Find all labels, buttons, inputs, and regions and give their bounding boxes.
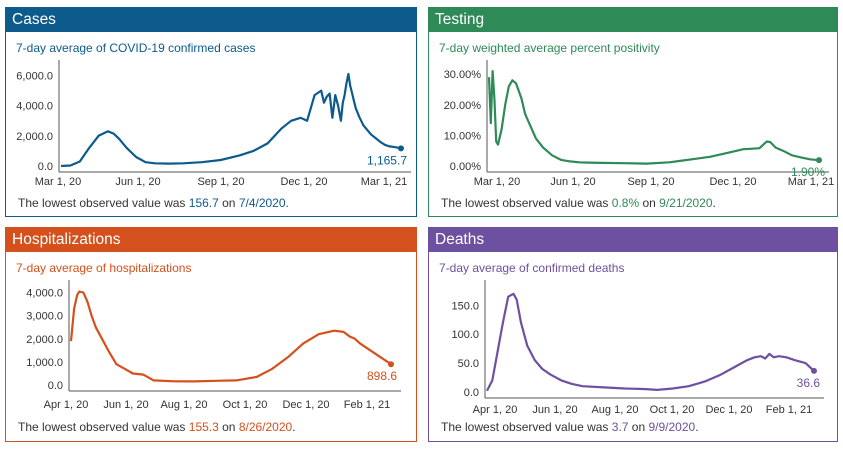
lowest-value: 0.8% [611, 196, 640, 210]
x-tick-label: Dec 1, 20 [280, 176, 327, 188]
y-tick-label: 4,000.0 [16, 101, 53, 113]
x-tick-label: Mar 1, 21 [788, 176, 834, 188]
x-tick-label: Dec 1, 20 [705, 404, 752, 416]
x-tick-label: Feb 1, 21 [766, 404, 812, 416]
last-point-marker [811, 367, 817, 374]
panel-title: Deaths [429, 228, 837, 252]
deaths-chart: 0.0 50.0 100.0 150.0 Apr 1, 20 Jun 1, 20 Aug 1… [451, 280, 824, 416]
lowest-date: 7/4/2020 [238, 196, 286, 210]
y-tick-label: 30.00% [444, 69, 482, 81]
series-line [487, 69, 820, 165]
x-tick-label: Oct 1, 20 [223, 399, 268, 411]
series-line [69, 290, 392, 383]
cases-chart: 0.0 2,000.0 4,000.0 6,000.0 Mar 1, 20 Jun 1, … [16, 60, 411, 188]
series-line [486, 292, 815, 392]
lowest-date: 9/21/2020 [659, 196, 713, 210]
x-tick-label: Dec 1, 20 [282, 399, 329, 411]
x-tick-label: Aug 1, 20 [591, 404, 638, 416]
lowest-date: 9/9/2020 [648, 420, 696, 434]
lowest-value-note: The lowest observed value was 156.7 on 7… [18, 196, 289, 210]
y-tick-label: 2,000.0 [16, 131, 53, 143]
x-tick-label: Feb 1, 21 [344, 399, 390, 411]
x-tick-label: Apr 1, 20 [44, 399, 89, 411]
x-tick-label: Jun 1, 20 [532, 404, 577, 416]
x-tick-label: Aug 1, 20 [160, 399, 207, 411]
y-tick-label: 6,000.0 [16, 71, 53, 83]
cases-panel: Cases 7-day average of COVID-19 confirme… [5, 7, 417, 217]
x-tick-label: Apr 1, 20 [473, 404, 518, 416]
last-value-label: 1.90% [791, 165, 825, 179]
y-tick-label: 3,000.0 [26, 311, 63, 323]
last-point-marker [816, 157, 822, 164]
y-tick-label: 2,000.0 [26, 334, 63, 346]
y-tick-label: 50.0 [458, 358, 479, 370]
lowest-date: 8/26/2020 [238, 420, 293, 434]
hospitalizations-chart: 0.0 1,000.0 2,000.0 3,000.0 4,000.0 Apr 1, 20… [26, 280, 401, 411]
y-tick-label: 0.00% [450, 161, 481, 173]
x-tick-label: Sep 1, 20 [197, 176, 244, 188]
panel-title: Testing [429, 8, 837, 32]
testing-panel: Testing 7-day weighted average percent p… [428, 7, 838, 217]
y-tick-label: 1,000.0 [26, 357, 63, 369]
last-value-label: 898.6 [367, 369, 397, 383]
x-tick-label: Dec 1, 20 [709, 176, 756, 188]
y-tick-label: 0.0 [464, 387, 479, 399]
y-tick-label: 0.0 [38, 161, 53, 173]
lowest-value-note: The lowest observed value was 0.8% on 9/… [441, 196, 716, 210]
y-tick-label: 10.00% [444, 130, 482, 142]
testing-chart: 0.00% 10.00% 20.00% 30.00% Mar 1, 20 Jun 1, 2… [444, 60, 834, 188]
y-tick-label: 100.0 [451, 329, 479, 341]
panel-subtitle: 7-day average of COVID-19 confirmed case… [16, 41, 256, 55]
hospitalizations-panel: Hospitalizations 7-day average of hospit… [5, 227, 417, 442]
x-tick-label: Mar 1, 20 [474, 176, 520, 188]
last-point-marker [398, 145, 404, 152]
lowest-value: 3.7 [611, 420, 629, 434]
x-tick-label: Mar 1, 21 [361, 176, 407, 188]
lowest-value: 156.7 [188, 196, 219, 210]
y-tick-label: 4,000.0 [26, 288, 63, 300]
panel-title: Hospitalizations [6, 228, 416, 252]
deaths-panel: Deaths 7-day average of confirmed deaths… [428, 227, 838, 442]
x-tick-label: Mar 1, 20 [35, 176, 81, 188]
y-tick-label: 20.00% [444, 100, 482, 112]
x-tick-label: Oct 1, 20 [650, 404, 695, 416]
last-value-label: 1,165.7 [367, 153, 407, 167]
series-line [60, 72, 402, 168]
lowest-value-note: The lowest observed value was 3.7 on 9/9… [441, 420, 699, 434]
last-point-marker [388, 361, 394, 368]
y-tick-label: 150.0 [451, 300, 479, 312]
x-tick-label: Jun 1, 20 [103, 399, 148, 411]
last-value-label: 36.6 [797, 376, 821, 390]
lowest-value-note: The lowest observed value was 155.3 on 8… [18, 420, 296, 434]
y-tick-label: 0.0 [48, 380, 63, 392]
panel-subtitle: 7-day weighted average percent positivit… [439, 41, 660, 55]
panel-subtitle: 7-day average of confirmed deaths [439, 261, 625, 275]
x-tick-label: Sep 1, 20 [627, 176, 674, 188]
panel-subtitle: 7-day average of hospitalizations [16, 261, 192, 275]
x-tick-label: Jun 1, 20 [115, 176, 160, 188]
panel-title: Cases [6, 8, 416, 32]
x-tick-label: Jun 1, 20 [550, 176, 595, 188]
lowest-value: 155.3 [188, 420, 219, 434]
